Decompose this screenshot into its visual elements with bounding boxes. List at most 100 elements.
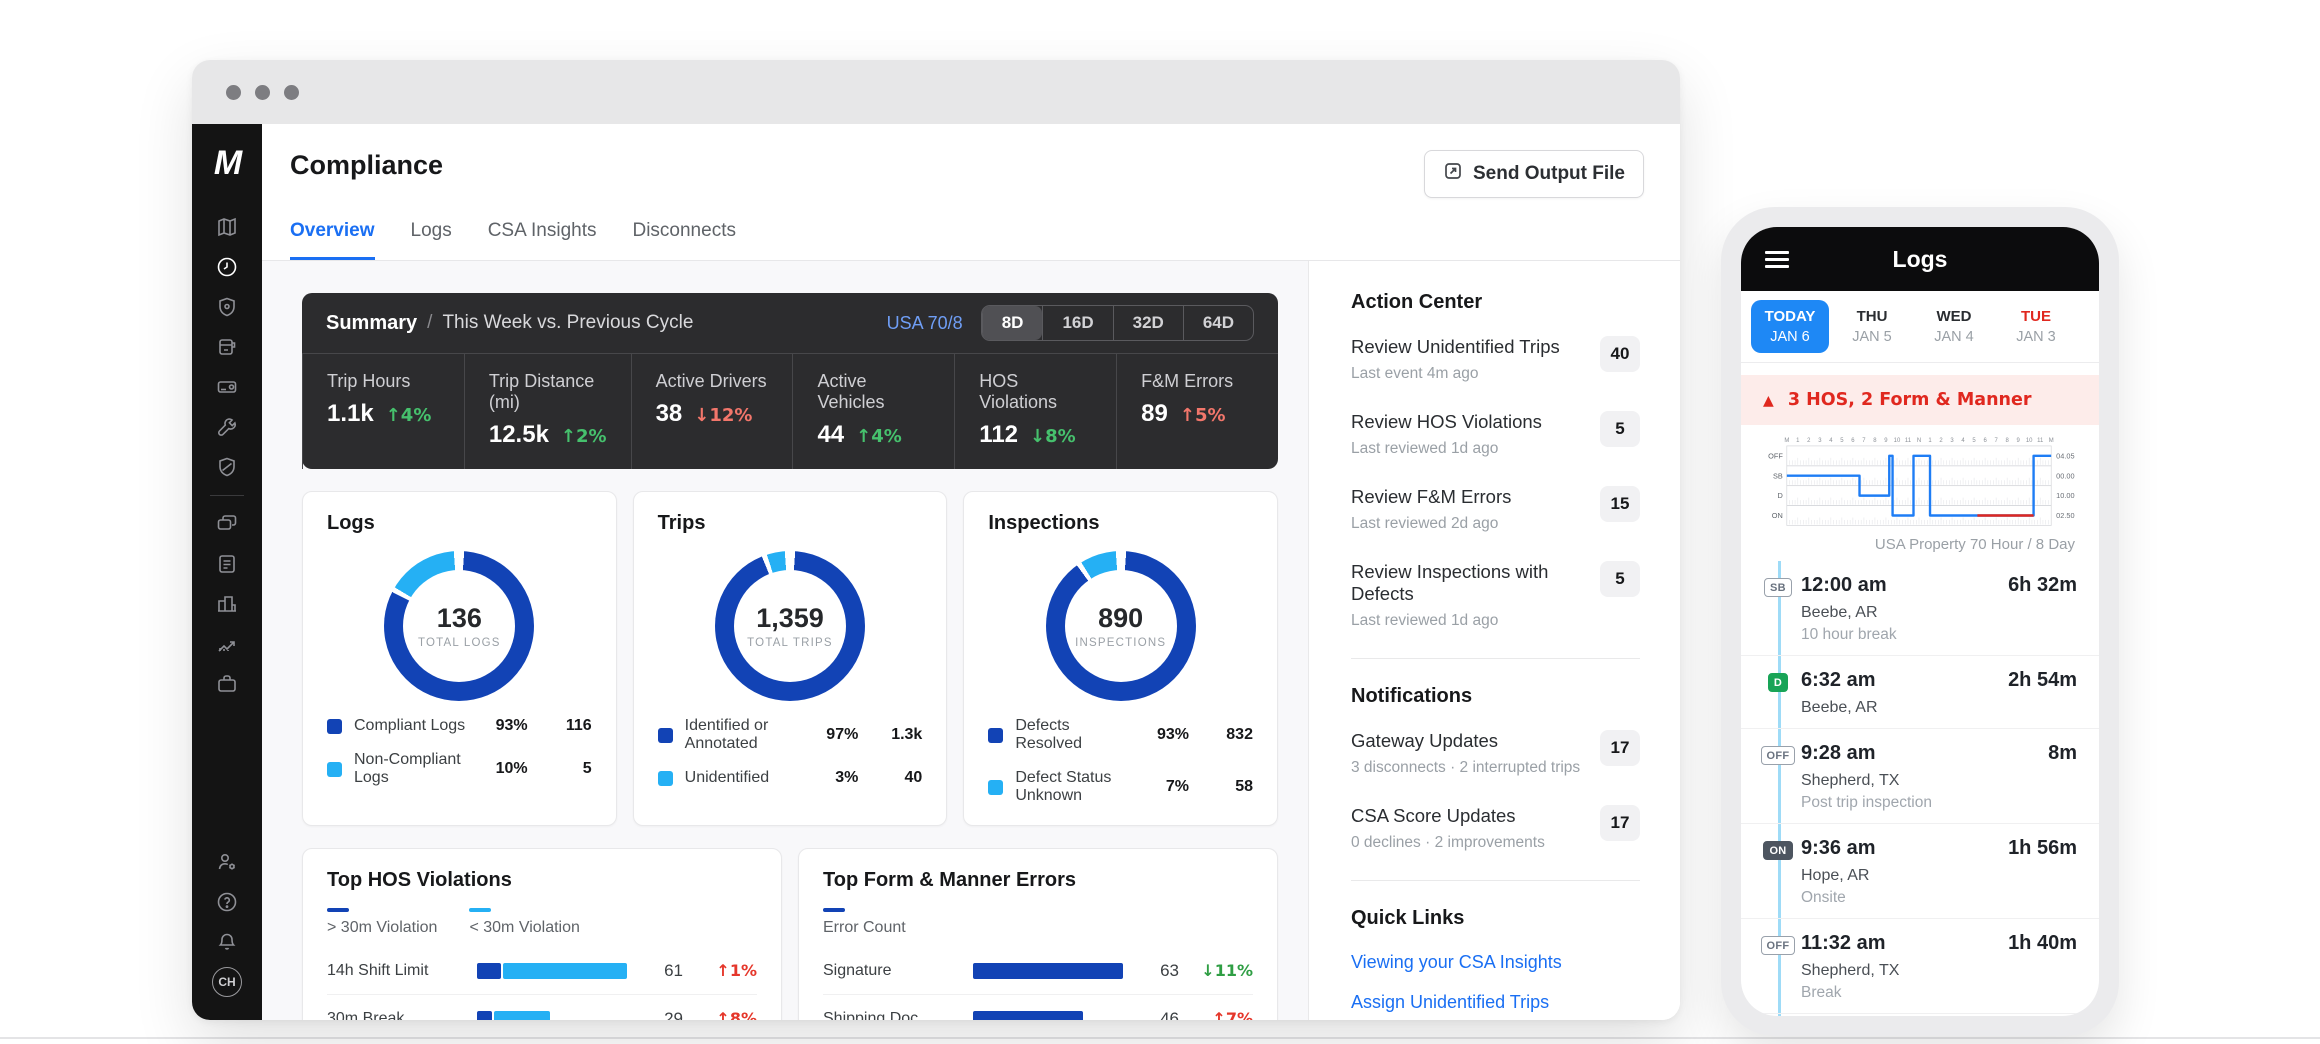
- legend-chip: [327, 762, 342, 777]
- legend-chip: [658, 771, 673, 786]
- top-hos-violations-card: Top HOS Violations > 30m Violation: [302, 848, 782, 1020]
- map-icon[interactable]: [207, 207, 247, 247]
- fm-error-row: Shipping Doc 46 ↑7%: [823, 995, 1253, 1020]
- legend-row: Unidentified 3% 40: [658, 769, 923, 787]
- trend-change: ↑4%: [856, 426, 902, 447]
- duty-status-badge: D: [1768, 673, 1788, 692]
- main-scroll-area: Summary / This Week vs. Previous Cycle U…: [262, 261, 1308, 1020]
- svg-text:11: 11: [1905, 438, 1912, 444]
- day-tabs: TODAY JAN 6 THU JAN 5 WED JAN 4 TUE: [1741, 291, 2099, 363]
- summary-metric: Active Drivers 38 ↓12%: [631, 354, 793, 469]
- violations-alert-banner[interactable]: ▲ 3 HOS, 2 Form & Manner: [1741, 375, 2099, 425]
- bar: [973, 1011, 1123, 1021]
- quick-link[interactable]: Assign Unidentified Trips: [1351, 992, 1640, 1013]
- summary-metric: Active Vehicles 44 ↑4%: [792, 354, 954, 469]
- window-minimize-button[interactable]: [255, 85, 270, 100]
- notification-item[interactable]: CSA Score Updates 0 declines · 2 improve…: [1351, 805, 1640, 852]
- sidebar: M: [192, 124, 262, 1020]
- range-option[interactable]: 64D: [1183, 306, 1253, 340]
- trips-donut-chart: 1,359 TOTAL TRIPS: [715, 551, 865, 701]
- svg-text:2: 2: [1807, 438, 1811, 444]
- document-icon[interactable]: [207, 544, 247, 584]
- svg-text:9: 9: [1884, 438, 1888, 444]
- notifications-title: Notifications: [1351, 685, 1640, 708]
- svg-text:00.00: 00.00: [2056, 471, 2074, 480]
- day-tab[interactable]: TODAY JAN 6: [1751, 300, 1829, 353]
- legend-chip: [988, 780, 1003, 795]
- send-output-file-button[interactable]: Send Output File: [1424, 150, 1644, 198]
- range-option[interactable]: 16D: [1042, 306, 1112, 340]
- clock-icon[interactable]: [207, 247, 247, 287]
- app-window: M: [192, 60, 1680, 1020]
- motive-logo[interactable]: M: [214, 144, 240, 183]
- day-tab[interactable]: M JA: [2079, 300, 2099, 353]
- day-tab[interactable]: TUE JAN 3: [1997, 300, 2075, 353]
- svg-text:3: 3: [1950, 438, 1954, 444]
- trend-chart-icon[interactable]: [207, 624, 247, 664]
- admin-user-icon[interactable]: [207, 842, 247, 882]
- log-event-row[interactable]: OFF 11:32 am 1h 40m Shepherd, TX Break: [1741, 919, 2099, 1014]
- menu-icon[interactable]: [1765, 251, 1789, 272]
- trend-change: ↑1%: [683, 961, 757, 980]
- user-avatar[interactable]: CH: [207, 962, 247, 1002]
- warning-triangle-icon: ▲: [1763, 393, 1774, 409]
- chat-icon[interactable]: [207, 504, 247, 544]
- notification-item[interactable]: Gateway Updates 3 disconnects · 2 interr…: [1351, 730, 1640, 777]
- action-center-item[interactable]: Review Unidentified Trips Last event 4m …: [1351, 336, 1640, 383]
- window-maximize-button[interactable]: [284, 85, 299, 100]
- duty-status-badge: OFF: [1761, 746, 1796, 765]
- shield-icon[interactable]: [207, 287, 247, 327]
- svg-text:7: 7: [1994, 438, 1998, 444]
- help-icon[interactable]: [207, 882, 247, 922]
- svg-text:10.00: 10.00: [2056, 491, 2074, 500]
- wrench-icon[interactable]: [207, 407, 247, 447]
- log-event-row[interactable]: OFF 9:28 am 8m Shepherd, TX Post trip in…: [1741, 729, 2099, 824]
- facility-icon[interactable]: [207, 584, 247, 624]
- tab[interactable]: Logs: [411, 220, 452, 260]
- window-close-button[interactable]: [226, 85, 241, 100]
- svg-text:M: M: [1784, 438, 1789, 444]
- action-center-item[interactable]: Review F&M Errors Last reviewed 2d ago 1…: [1351, 486, 1640, 533]
- action-center-item[interactable]: Review Inspections with Defects Last rev…: [1351, 561, 1640, 630]
- tab[interactable]: Overview: [290, 220, 375, 260]
- tab[interactable]: Disconnects: [632, 220, 736, 260]
- range-option[interactable]: 32D: [1113, 306, 1183, 340]
- shield-off-icon[interactable]: [207, 447, 247, 487]
- svg-text:10: 10: [2026, 438, 2033, 444]
- phone-screen-title: Logs: [1893, 246, 1948, 273]
- legend-row: Non-Compliant Logs 10% 5: [327, 751, 592, 787]
- svg-text:SB: SB: [1773, 471, 1783, 480]
- day-tab[interactable]: THU JAN 5: [1833, 300, 1911, 353]
- duty-status-badge: SB: [1764, 578, 1792, 597]
- range-toggle: 8D 16D 32D 64D: [981, 305, 1254, 341]
- phone-screen: Logs TODAY JAN 6 THU JAN 5 WED: [1741, 227, 2099, 1016]
- log-event-row[interactable]: D 6:32 am 2h 54m Beebe, AR: [1741, 656, 2099, 729]
- log-event-row[interactable]: SB 12:00 am 6h 32m Beebe, AR 10 hour bre…: [1741, 561, 2099, 656]
- tab[interactable]: CSA Insights: [488, 220, 597, 260]
- trend-change: ↓8%: [1030, 426, 1076, 447]
- cycle-link[interactable]: USA 70/8: [887, 313, 963, 334]
- log-event-row[interactable]: ON 9:36 am 1h 56m Hope, AR Onsite: [1741, 824, 2099, 919]
- trend-change: ↑8%: [683, 1009, 757, 1020]
- legend-row: Defect Status Unknown 7% 58: [988, 769, 1253, 805]
- day-tab[interactable]: WED JAN 4: [1915, 300, 1993, 353]
- svg-text:8: 8: [1873, 438, 1877, 444]
- dashcam-icon[interactable]: [207, 367, 247, 407]
- log-event-row[interactable]: D 1:12 pm 9h 21m Shepherd, TX Long Drive…: [1741, 1014, 2099, 1016]
- toolbox-icon[interactable]: [207, 664, 247, 704]
- svg-text:D: D: [1778, 491, 1783, 500]
- count-badge: 17: [1600, 805, 1640, 841]
- range-option[interactable]: 8D: [982, 306, 1043, 340]
- svg-text:9: 9: [2017, 438, 2021, 444]
- sidebar-divider: [210, 495, 244, 496]
- stacked-bar: [477, 1011, 627, 1021]
- bell-icon[interactable]: [207, 922, 247, 962]
- logs-donut-chart: 136 TOTAL LOGS: [384, 551, 534, 701]
- truck-icon[interactable]: [207, 327, 247, 367]
- svg-text:M: M: [2049, 438, 2054, 444]
- trend-change: ↓12%: [694, 405, 752, 426]
- bar-legend-item: > 30m Violation: [327, 908, 437, 937]
- action-center-item[interactable]: Review HOS Violations Last reviewed 1d a…: [1351, 411, 1640, 458]
- stacked-bar: [477, 963, 627, 979]
- quick-link[interactable]: Viewing your CSA Insights: [1351, 952, 1640, 973]
